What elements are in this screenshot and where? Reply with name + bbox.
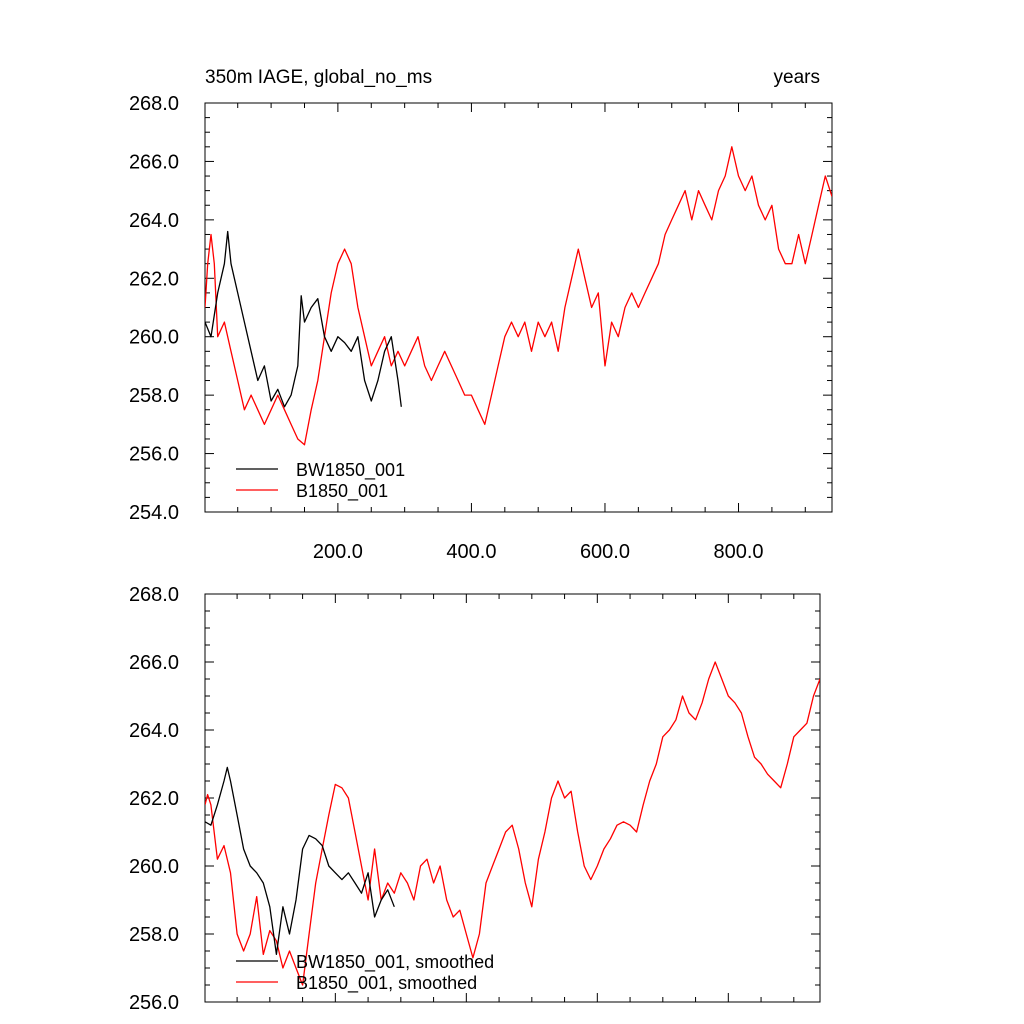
- y-tick-label: 258.0: [129, 924, 179, 946]
- bottom-panel: 256.0 258.0 260.0 262.0 264.0 266.0 268.0 BW185…: [129, 584, 821, 1014]
- series-line-b1850: [205, 146, 832, 446]
- y-tick-label: 260.0: [129, 856, 179, 878]
- series-line-bw1850: [205, 230, 402, 408]
- series-line-bw1850: [205, 766, 395, 956]
- legend-entry: BW1850_001: [296, 460, 405, 481]
- y-tick-label: 268.0: [129, 584, 179, 606]
- chart-title-right: years: [774, 67, 820, 88]
- y-tick-label: 266.0: [129, 652, 179, 674]
- y-tick-label: 262.0: [129, 268, 179, 290]
- plot-frame: [204, 593, 821, 1003]
- legend-entry: BW1850_001, smoothed: [296, 952, 494, 973]
- y-tick-label: 256.0: [129, 992, 179, 1014]
- chart-title-left: 350m IAGE, global_no_ms: [205, 67, 432, 88]
- x-tick-label: 200.0: [313, 541, 363, 563]
- top-panel: 254.0 256.0 258.0 260.0 262.0 264.0 266.0 268.0…: [129, 67, 833, 563]
- legend-entry: B1850_001, smoothed: [296, 973, 477, 994]
- legend-entry: B1850_001: [296, 481, 388, 502]
- y-tick-label: 264.0: [129, 210, 179, 232]
- y-tick-label: 266.0: [129, 151, 179, 173]
- x-tick-label: 800.0: [713, 541, 763, 563]
- y-tick-label: 262.0: [129, 788, 179, 810]
- y-tick-label: 258.0: [129, 385, 179, 407]
- y-tick-label: 256.0: [129, 444, 179, 466]
- y-tick-label: 268.0: [129, 93, 179, 115]
- y-tick-label: 260.0: [129, 327, 179, 349]
- x-tick-label: 400.0: [446, 541, 496, 563]
- plot-frame: [204, 102, 833, 513]
- x-tick-label: 600.0: [580, 541, 630, 563]
- series-line-b1850: [205, 661, 820, 986]
- y-tick-label: 264.0: [129, 720, 179, 742]
- y-tick-label: 254.0: [129, 502, 179, 524]
